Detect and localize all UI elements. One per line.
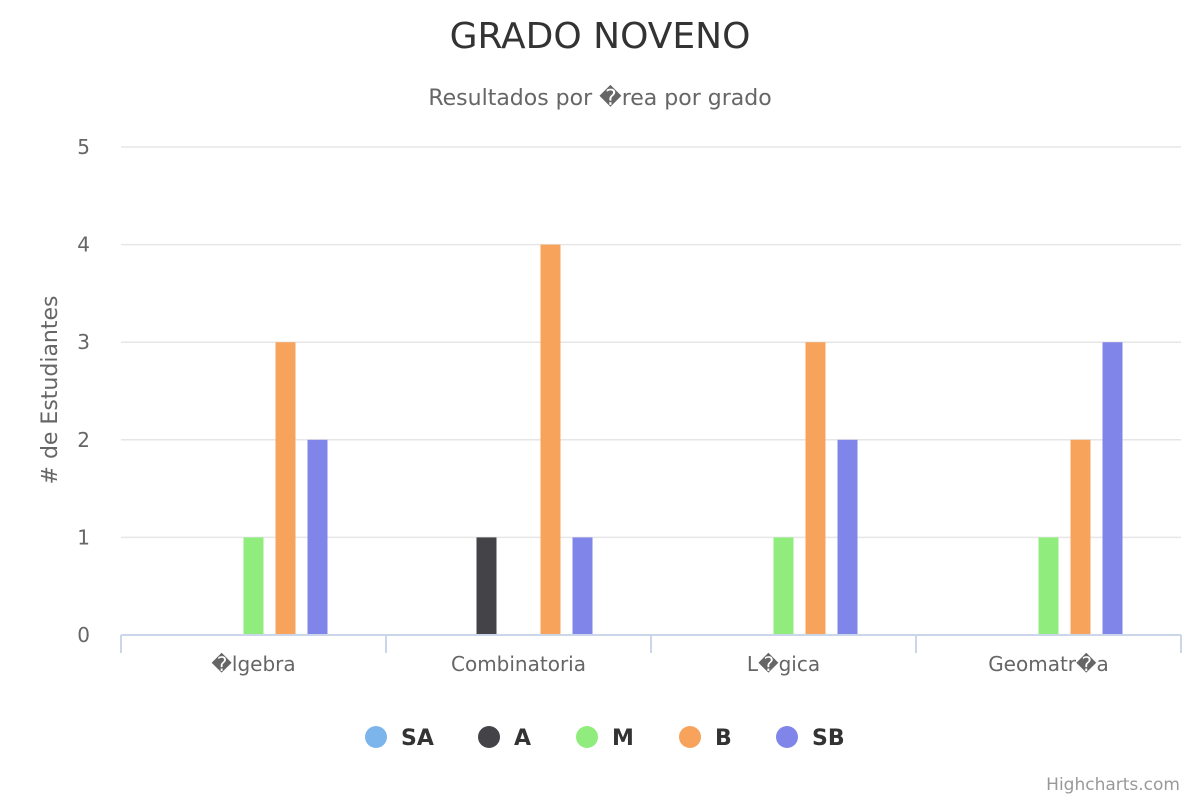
bar-b-2[interactable] <box>805 342 826 635</box>
bar-m-2[interactable] <box>773 537 794 635</box>
legend-label: A <box>514 726 531 751</box>
credits[interactable]: Highcharts.com <box>1046 775 1180 795</box>
legend-label: M <box>612 726 634 751</box>
gridlines <box>121 146 1181 539</box>
legend-marker <box>776 726 798 748</box>
x-tick-label: Geomatr�a <box>988 652 1109 676</box>
y-tick-label: 0 <box>77 623 90 647</box>
legend-marker <box>679 726 701 748</box>
bar-m-3[interactable] <box>1038 537 1059 635</box>
bar-sb-2[interactable] <box>837 439 858 635</box>
bar-b-3[interactable] <box>1070 439 1091 635</box>
legend-item-sa[interactable]: SA <box>365 726 434 751</box>
y-axis-ticks: 0 1 2 3 4 5 <box>77 135 90 647</box>
bar-m-0[interactable] <box>243 537 264 635</box>
legend-label: SA <box>401 726 434 751</box>
y-tick-label: 5 <box>77 135 90 159</box>
y-tick-label: 3 <box>77 330 90 354</box>
legend-marker <box>478 726 500 748</box>
bar-sb-3[interactable] <box>1102 342 1123 635</box>
chart-subtitle: Resultados por �rea por grado <box>428 84 771 111</box>
x-axis: �lgebra Combinatoria L�gica Geomatr�a <box>120 634 1182 676</box>
y-axis-label: # de Estudiantes <box>38 296 63 485</box>
bar-a-1[interactable] <box>476 537 497 635</box>
legend-item-b[interactable]: B <box>679 726 732 751</box>
y-tick-label: 1 <box>77 525 90 549</box>
legend-marker <box>365 726 387 748</box>
x-tick-label: L�gica <box>747 652 820 676</box>
legend-label: SB <box>812 726 845 751</box>
legend[interactable]: SA A M B SB <box>365 726 845 751</box>
y-tick-label: 4 <box>77 233 90 257</box>
legend-item-a[interactable]: A <box>478 726 531 751</box>
bar-sb-1[interactable] <box>572 537 593 635</box>
legend-item-sb[interactable]: SB <box>776 726 845 751</box>
bar-sb-0[interactable] <box>307 439 328 635</box>
x-tick-label: �lgebra <box>211 652 295 676</box>
legend-label: B <box>715 726 732 751</box>
credits-link[interactable]: Highcharts.com <box>1046 775 1180 795</box>
bar-b-1[interactable] <box>540 244 561 635</box>
legend-marker <box>576 726 598 748</box>
legend-item-m[interactable]: M <box>576 726 634 751</box>
y-tick-label: 2 <box>77 428 90 452</box>
x-tick-label: Combinatoria <box>451 652 586 676</box>
bars <box>243 244 1123 635</box>
chart-title: GRADO NOVENO <box>450 16 751 57</box>
bar-b-0[interactable] <box>275 342 296 635</box>
